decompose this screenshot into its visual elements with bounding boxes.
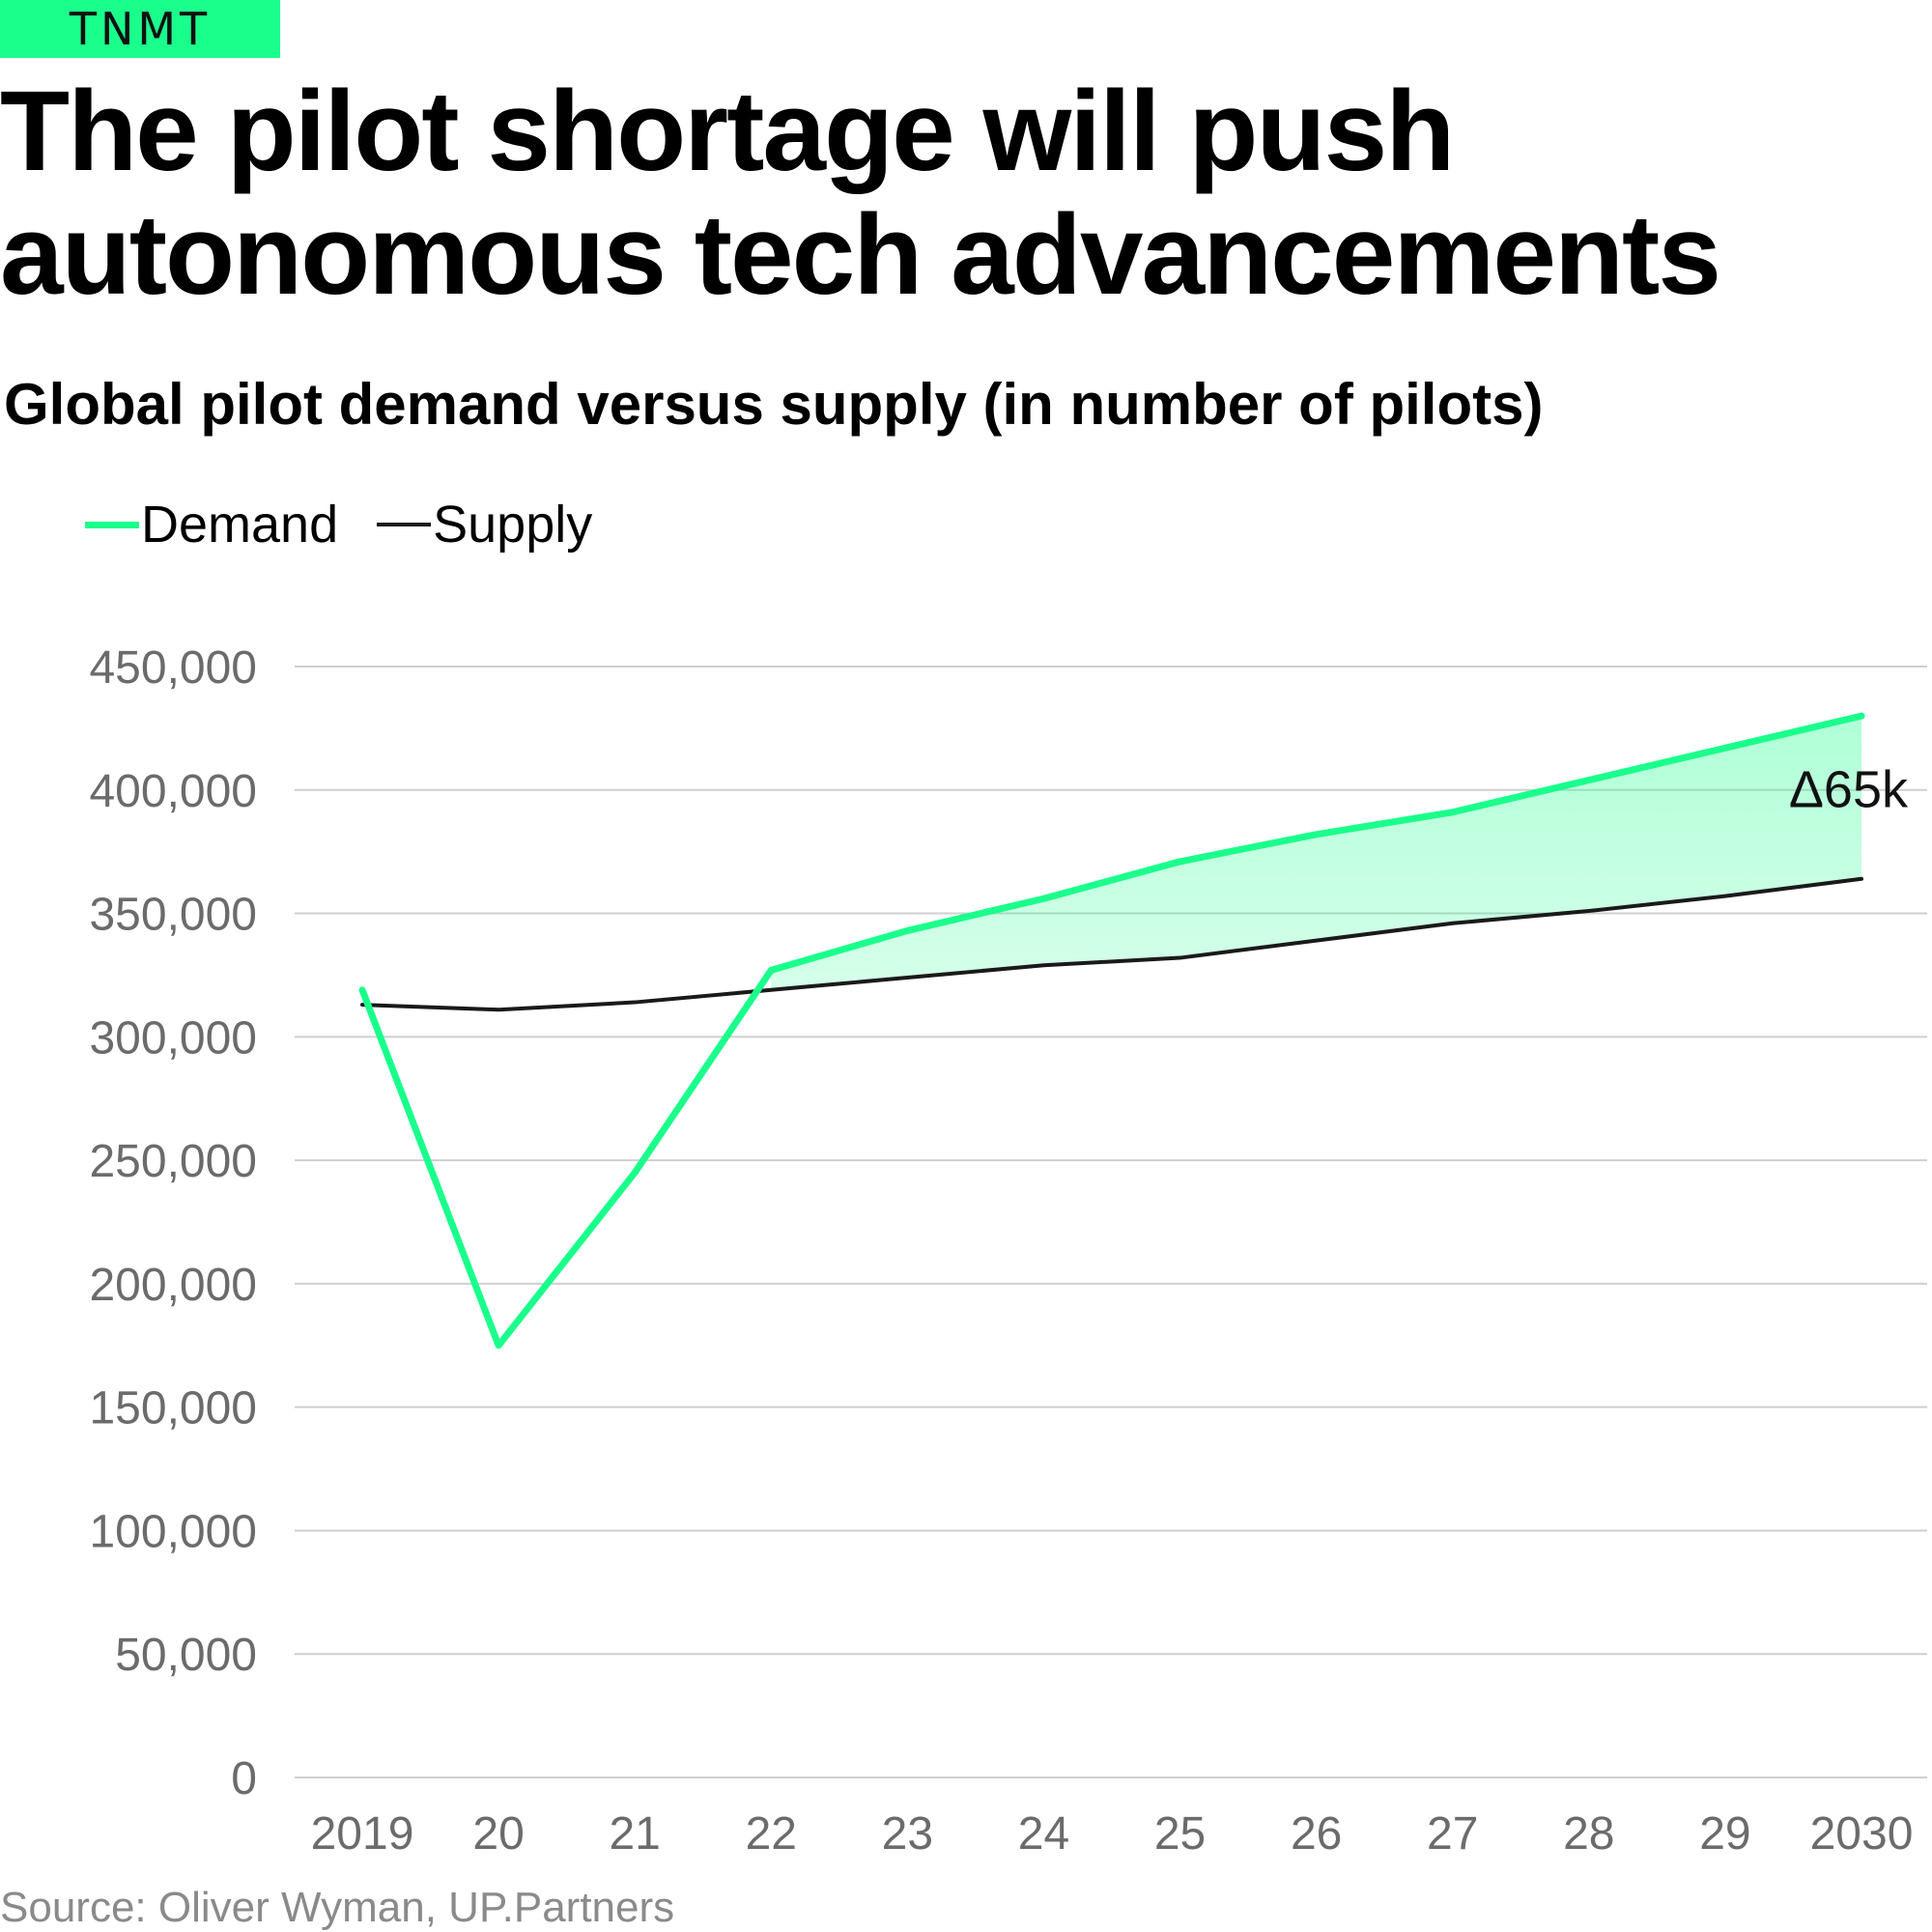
legend-item-supply: Supply xyxy=(377,495,592,554)
annotation-layer: Δ65k xyxy=(1789,761,1909,819)
y-tick-label: 200,000 xyxy=(89,1260,257,1311)
data-point-demand xyxy=(1042,897,1045,900)
y-tick-label: 150,000 xyxy=(89,1383,257,1435)
data-point-supply xyxy=(1451,922,1454,924)
gap-area-layer xyxy=(771,716,1861,990)
x-tick-label: 21 xyxy=(609,1808,660,1860)
series-layer xyxy=(358,712,1865,1350)
data-point-demand xyxy=(770,969,773,972)
x-tick-label: 25 xyxy=(1154,1808,1206,1860)
x-tick-label: 2030 xyxy=(1810,1808,1914,1860)
data-point-demand xyxy=(1315,833,1318,836)
gap-annotation: Δ65k xyxy=(1789,761,1909,819)
chart-title: The pilot shortage will push autonomous … xyxy=(0,68,1721,319)
data-point-supply xyxy=(1042,964,1045,967)
x-tick-label: 22 xyxy=(746,1808,797,1860)
y-tick-label: 50,000 xyxy=(115,1630,257,1681)
series-line-supply xyxy=(360,876,1863,1012)
data-point-supply xyxy=(1179,956,1181,959)
source-note: Source: Oliver Wyman, UP.Partners xyxy=(0,1884,675,1931)
data-point-demand xyxy=(1179,860,1181,863)
x-tick-label: 20 xyxy=(472,1808,524,1860)
data-point-supply xyxy=(1861,877,1862,880)
y-tick-label: 400,000 xyxy=(89,766,257,817)
data-point-supply xyxy=(1723,895,1726,897)
y-axis-ticks: 0 50,000 100,000 150,000 200,000 250,000 300,0… xyxy=(89,642,257,1804)
data-point-supply xyxy=(906,977,909,979)
x-tick-label: 26 xyxy=(1291,1808,1342,1860)
data-point-supply xyxy=(497,1009,500,1011)
brand-logo: TNMT xyxy=(0,0,280,58)
data-point-demand xyxy=(1587,779,1590,781)
y-tick-label: 100,000 xyxy=(89,1506,257,1557)
data-point-demand xyxy=(1723,747,1726,750)
legend-label-supply: Supply xyxy=(433,496,593,554)
y-tick-label: 450,000 xyxy=(89,642,257,694)
grid-lines xyxy=(295,666,1927,1778)
chart-subtitle: Global pilot demand versus supply (in nu… xyxy=(4,372,1544,437)
series-line-demand xyxy=(358,712,1865,1350)
x-tick-label: 24 xyxy=(1018,1808,1069,1860)
data-point-supply xyxy=(770,988,773,991)
x-axis-ticks: 2019 20 21 22 23 24 25 26 27 28 29 2030 xyxy=(311,1808,1914,1860)
chart-legend: Demand Supply xyxy=(85,495,631,554)
data-point-supply xyxy=(1315,939,1318,942)
data-point-supply xyxy=(634,1001,637,1004)
data-point-supply xyxy=(361,1004,363,1007)
gap-area xyxy=(771,716,1861,990)
legend-swatch-supply xyxy=(377,523,432,526)
data-point-demand xyxy=(1861,715,1862,718)
legend-label-demand: Demand xyxy=(141,496,339,554)
legend-item-demand: Demand xyxy=(85,495,338,554)
data-point-demand xyxy=(497,1344,500,1347)
data-point-demand xyxy=(634,1171,637,1174)
data-point-demand xyxy=(1451,810,1454,813)
x-tick-label: 23 xyxy=(882,1808,933,1860)
x-tick-label: 29 xyxy=(1699,1808,1750,1860)
legend-swatch-demand xyxy=(85,521,139,528)
data-point-supply xyxy=(1587,910,1590,912)
y-tick-label: 0 xyxy=(231,1753,257,1804)
y-tick-label: 350,000 xyxy=(89,890,257,941)
data-point-demand xyxy=(906,929,909,932)
y-tick-label: 250,000 xyxy=(89,1136,257,1187)
y-tick-label: 300,000 xyxy=(89,1012,257,1064)
x-tick-label: 2019 xyxy=(311,1808,414,1860)
line-chart: 0 50,000 100,000 150,000 200,000 250,000 300,0… xyxy=(89,642,1927,1860)
x-tick-label: 27 xyxy=(1427,1808,1478,1860)
data-point-demand xyxy=(361,988,363,991)
x-tick-label: 28 xyxy=(1563,1808,1614,1860)
